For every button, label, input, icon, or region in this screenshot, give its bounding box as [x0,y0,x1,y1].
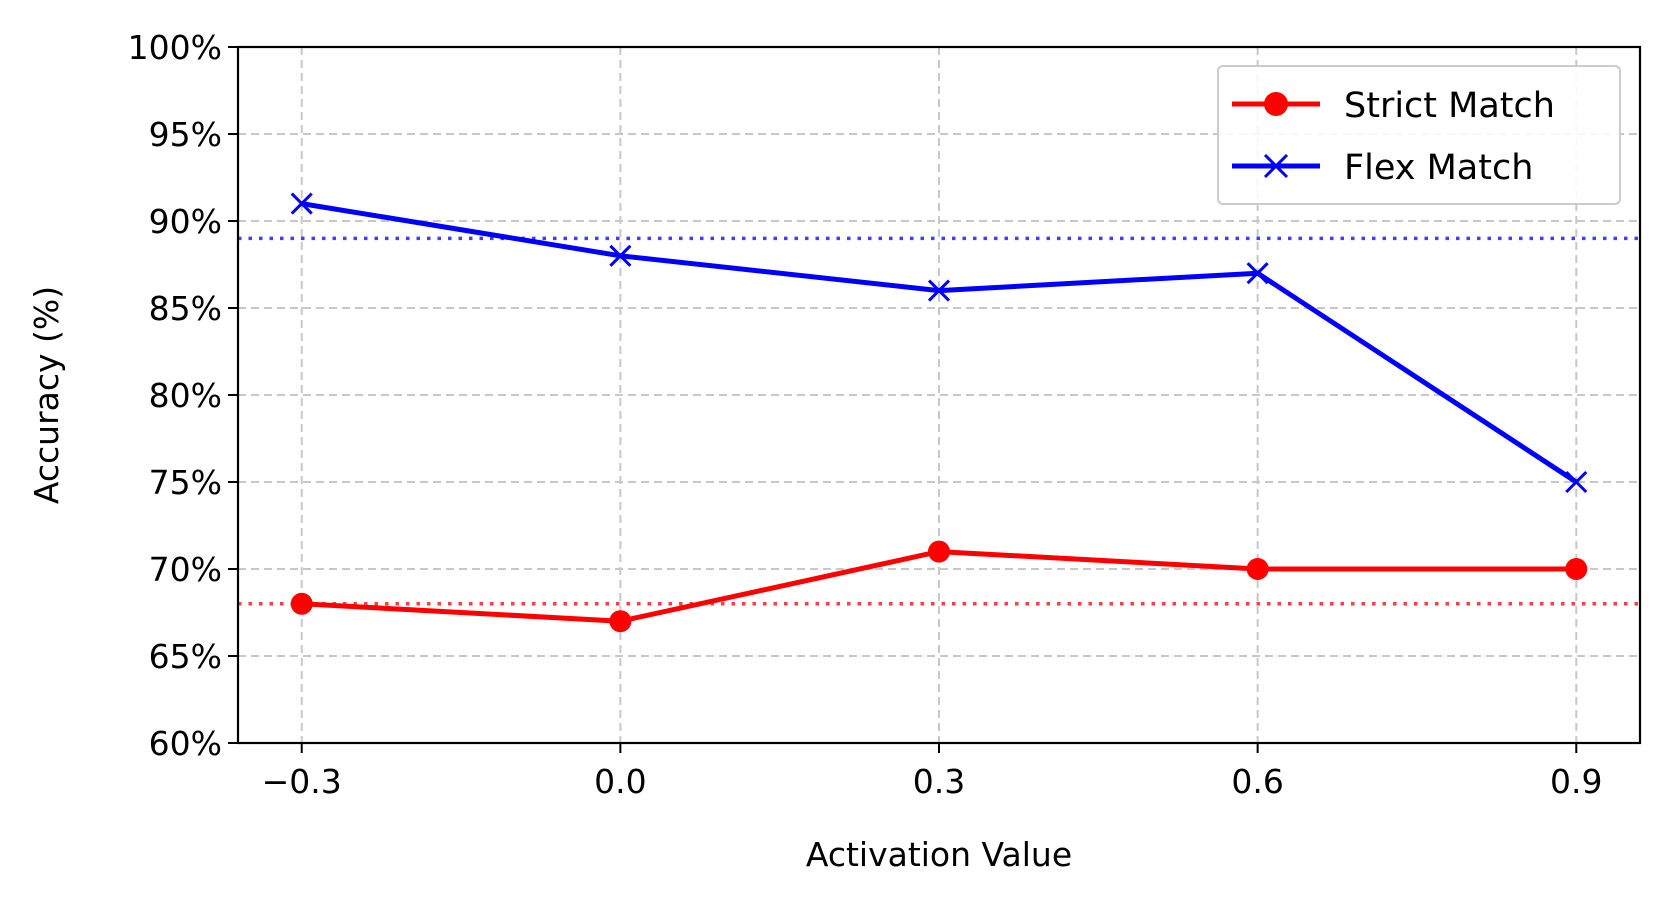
circle-marker [1264,92,1288,116]
y-tick-label: 65% [149,637,222,676]
x-marker [1246,262,1269,285]
circle-marker [928,540,950,563]
y-tick-label: 95% [149,115,222,154]
x-tick-label: −0.3 [262,762,342,801]
x-marker [609,244,632,267]
x-marker [290,192,313,215]
y-tick-label: 75% [149,463,222,502]
baseline-lines [238,236,1640,606]
y-tick-label: 100% [128,28,222,67]
x-axis-title: Activation Value [806,835,1072,874]
series-layer [290,192,1588,633]
legend-box [1217,65,1621,205]
circle-marker [609,610,632,633]
circle-marker [1246,558,1269,580]
x-tick-label: 0.9 [1550,762,1602,801]
circle-marker [290,592,313,615]
x-marker [1263,153,1289,179]
y-tick-label: 85% [149,289,222,328]
y-tick-label: 60% [149,724,222,763]
legend-label: Flex Match [1344,148,1533,188]
y-tick-label: 90% [149,202,222,241]
y-tick-label: 70% [149,550,222,589]
x-tick-label: 0.0 [594,762,646,801]
legend-label: Strict Match [1344,86,1555,126]
y-axis: 60% 65% 70% 75% 80% 85% 90% 95% 100% [128,28,238,763]
x-marker [927,279,951,302]
x-axis: −0.3 0.0 0.3 0.6 0.9 [262,743,1603,801]
legend: Strict Match Flex Match [1217,65,1621,205]
y-axis-title: Accuracy (%) [27,286,66,504]
x-tick-label: 0.6 [1231,762,1283,801]
y-tick-label: 80% [149,376,222,415]
circle-marker [1565,558,1588,580]
x-marker [1565,470,1588,494]
x-tick-label: 0.3 [913,762,965,801]
